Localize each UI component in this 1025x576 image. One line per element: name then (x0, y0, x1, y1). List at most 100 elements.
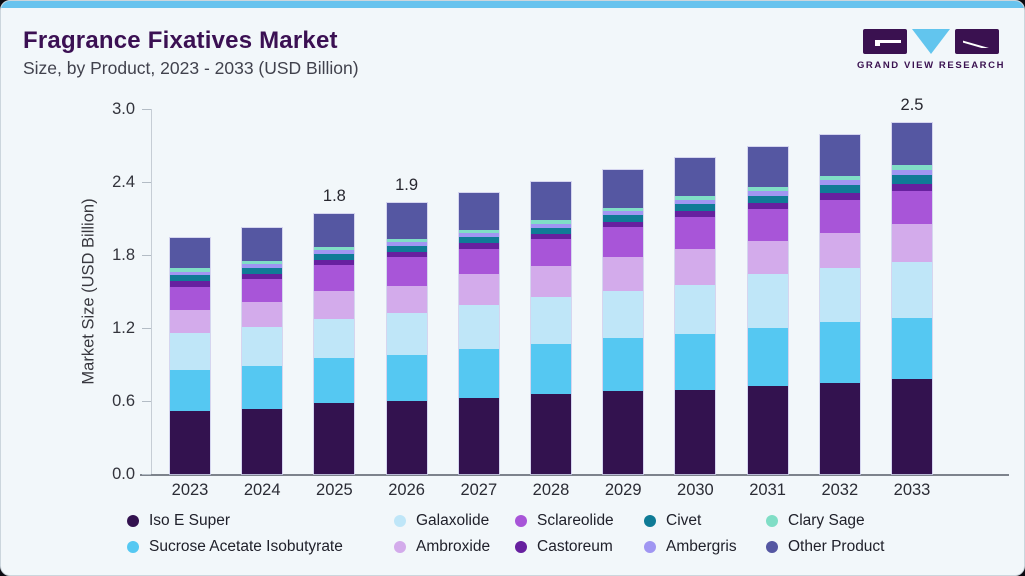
bar-segment (747, 386, 788, 474)
bar-segment (603, 257, 644, 292)
y-tick-label: 1.8 (112, 245, 135, 264)
bar-segment (314, 319, 355, 359)
bar-segment (386, 252, 427, 258)
bar-segment (531, 234, 571, 240)
bar-segment (603, 211, 644, 216)
y-tick-label: 3.0 (112, 99, 135, 118)
bar-segment (170, 238, 210, 269)
legend-item-sucrose-acetate-isobutyrate: Sucrose Acetate Isobutyrate (127, 538, 343, 555)
bar-segment (819, 268, 860, 322)
bar-segment (675, 249, 716, 286)
legend-dot (394, 515, 406, 527)
bar-segment (386, 246, 427, 253)
x-tick-label: 2031 (749, 481, 786, 499)
legend-dot (515, 515, 527, 527)
legend-label: Castoreum (537, 538, 613, 555)
bar-2031 (746, 145, 789, 475)
bar-segment (675, 389, 716, 474)
x-tick-label: 2030 (677, 481, 714, 499)
logo-g-glyph (875, 40, 901, 46)
bar-segment (314, 290, 355, 320)
bar-2030 (674, 157, 717, 475)
gvr-logo-marks (856, 29, 1006, 55)
bar-segment (819, 193, 860, 201)
legend-label: Sucrose Acetate Isobutyrate (149, 538, 343, 555)
bar-total-label: 1.8 (322, 186, 346, 205)
y-tick-label: 0.0 (112, 465, 135, 483)
bar-segment (386, 354, 427, 401)
bar-segment (603, 226, 644, 258)
legend-dot (644, 515, 656, 527)
bar-segment (819, 232, 860, 269)
bar-segment (675, 217, 716, 250)
bar-segment (603, 215, 644, 223)
bar-segment (603, 222, 644, 227)
bar-segment (892, 175, 932, 184)
bar-segment (675, 158, 716, 197)
bar-total-label: 1.9 (395, 176, 419, 195)
bar-segment (314, 213, 355, 247)
bar-segment (242, 302, 283, 327)
legend-item-ambergris: Ambergris (644, 538, 737, 555)
bar-segment (747, 195, 788, 203)
brand-name: GRAND VIEW RESEARCH (856, 60, 1006, 71)
y-tick-mark (142, 474, 151, 475)
legend-label: Ambroxide (416, 538, 491, 555)
bar-segment (170, 271, 210, 275)
legend-dot (127, 541, 139, 553)
bar-segment (531, 297, 571, 344)
bar-segment (386, 313, 427, 355)
card-top-accent-bar (1, 1, 1024, 8)
bar-segment (314, 247, 355, 251)
bar-segment (170, 286, 210, 310)
bar-segment (314, 265, 355, 291)
bar-2025 (313, 212, 356, 475)
bar-segment (892, 183, 932, 192)
page-title: Fragrance Fixatives Market (23, 27, 338, 54)
y-tick-label: 2.4 (112, 172, 135, 191)
legend-item-civet: Civet (644, 512, 702, 529)
legend-item-iso-e-super: Iso E Super (127, 512, 230, 529)
bar-segment (819, 179, 860, 185)
bar-segment (892, 169, 932, 176)
bar-segment (747, 208, 788, 242)
bar-segment (314, 250, 355, 254)
legend-label: Galaxolide (416, 512, 490, 529)
bar-segment (747, 274, 788, 328)
legend-label: Sclareolide (537, 512, 614, 529)
bar-segment (386, 285, 427, 314)
bar-2027 (457, 191, 500, 475)
bar-segment (170, 275, 210, 282)
bar-2024 (241, 227, 284, 475)
bar-segment (458, 273, 499, 305)
legend-item-galaxolide: Galaxolide (394, 512, 490, 529)
bar-segment (314, 358, 355, 404)
bar-segment (314, 403, 355, 474)
bar-segment (242, 274, 283, 280)
legend-dot (766, 515, 778, 527)
bar-segment (314, 260, 355, 266)
bar-2029 (602, 168, 645, 475)
bar-segment (170, 410, 210, 474)
bar-segment (675, 333, 716, 390)
bar-2028 (530, 181, 572, 475)
bar-segment (675, 285, 716, 334)
bar-segment (242, 264, 283, 268)
logo-r-block-icon (955, 29, 999, 54)
legend-label: Civet (666, 512, 702, 529)
bar-segment (386, 242, 427, 247)
bar-segment (458, 229, 499, 234)
y-tick-label: 1.2 (112, 318, 135, 337)
bar-segment (819, 321, 860, 383)
bar-segment (458, 348, 499, 399)
bar-segment (242, 228, 283, 261)
logo-g-block-icon (863, 29, 907, 54)
bar-segment (531, 223, 571, 228)
bar-segment (458, 192, 499, 230)
bar-segment (675, 204, 716, 212)
bar-segment (747, 327, 788, 387)
y-axis-line (151, 109, 152, 474)
bar-segment (747, 146, 788, 188)
y-tick-mark (142, 400, 151, 402)
